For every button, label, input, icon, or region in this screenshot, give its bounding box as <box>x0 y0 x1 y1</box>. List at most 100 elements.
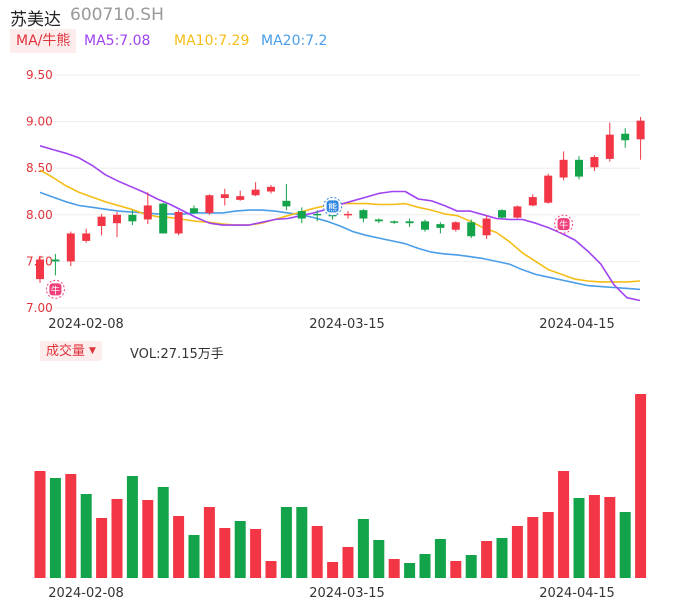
badge-label: 牛 <box>559 219 568 231</box>
candle <box>113 212 121 238</box>
candle-body <box>282 200 291 207</box>
candle <box>236 190 245 201</box>
candle-body <box>421 221 429 230</box>
volume-bar <box>373 540 385 578</box>
volume-bar <box>142 500 154 578</box>
volume-bar <box>588 495 600 578</box>
stock-name: 苏美达 <box>10 10 61 30</box>
candle <box>405 218 414 227</box>
candle-body <box>390 221 399 223</box>
price-chart[interactable]: 9.509.008.508.007.507.00牛熊牛2024-02-08202… <box>0 0 686 335</box>
badge-body <box>557 218 570 231</box>
candle-body <box>559 159 568 178</box>
volume-bar <box>296 507 308 578</box>
volume-bar <box>327 562 339 578</box>
candle <box>467 219 476 239</box>
candle-body <box>359 210 368 219</box>
candle-body <box>575 159 583 177</box>
candle-body <box>328 214 337 217</box>
badge-body <box>49 283 62 296</box>
x-tick-label: 2024-04-15 <box>539 317 615 332</box>
caret-down-icon: ▼ <box>89 346 96 356</box>
volume-bar <box>342 547 354 578</box>
candle <box>605 122 614 162</box>
volume-bar <box>573 498 585 578</box>
volume-bar <box>203 507 215 578</box>
volume-bar <box>496 538 508 578</box>
volume-bar <box>511 526 523 578</box>
candle-body <box>205 195 214 213</box>
ma5-label: MA5:7.08 <box>84 33 151 49</box>
volume-bar <box>80 494 92 578</box>
candle-body <box>51 259 60 262</box>
stock-code: 600710.SH <box>70 5 164 25</box>
volume-bar <box>265 561 277 578</box>
candle <box>205 194 214 215</box>
candle <box>143 192 152 225</box>
candle-body <box>128 214 137 222</box>
candle <box>513 205 522 219</box>
bull-badge-icon: 牛 <box>45 279 65 299</box>
candle <box>97 213 106 236</box>
ma-indicator-button[interactable]: MA/牛熊 <box>10 29 77 53</box>
y-tick-label: 7.00 <box>26 301 53 315</box>
candle-body <box>374 219 383 222</box>
bull-badge-icon: 牛 <box>554 214 574 234</box>
candle <box>82 228 91 243</box>
volume-bar <box>65 474 77 578</box>
volume-bar <box>157 487 169 578</box>
candle-body <box>220 194 229 199</box>
x-tick-label: 2024-02-08 <box>48 586 124 601</box>
candle <box>344 211 352 219</box>
volume-bar <box>96 518 108 578</box>
candle-body <box>113 214 121 224</box>
x-tick-label: 2024-02-08 <box>48 317 124 332</box>
candle <box>528 194 537 207</box>
x-tick-label: 2024-04-15 <box>539 586 615 601</box>
candle-body <box>344 213 352 216</box>
badge-body <box>326 200 339 213</box>
candle-body <box>174 212 183 234</box>
candle <box>36 255 44 283</box>
volume-chart[interactable]: 2024-02-08 2024-03-15 2024-04-15 <box>0 360 686 606</box>
candle <box>575 156 583 180</box>
candle <box>374 218 383 224</box>
candle <box>128 210 137 226</box>
candle <box>451 221 460 232</box>
volume-bar <box>311 526 323 578</box>
candle-body <box>405 221 414 224</box>
candle <box>359 209 368 223</box>
volume-bar <box>450 561 462 578</box>
candle <box>251 182 260 197</box>
candle-body <box>251 189 260 196</box>
candle <box>313 210 322 222</box>
candle-body <box>467 222 476 237</box>
ma20-label: MA20:7.2 <box>261 33 328 49</box>
candle <box>621 128 630 148</box>
volume-bar <box>419 554 431 578</box>
candle-body <box>436 224 445 228</box>
candle-body <box>513 206 522 218</box>
candle <box>220 188 229 206</box>
y-tick-label: 8.50 <box>26 161 53 175</box>
volume-indicator-button[interactable]: 成交量 ▼ <box>40 341 102 361</box>
candle-body <box>605 134 614 159</box>
volume-bar <box>219 528 231 578</box>
volume-bar <box>280 507 292 578</box>
candle <box>174 210 183 236</box>
candle-body <box>82 233 91 241</box>
candle <box>544 173 553 204</box>
candle-body <box>528 197 537 206</box>
volume-bar <box>527 517 539 578</box>
candle-body <box>621 133 630 141</box>
candle <box>297 207 306 224</box>
candle <box>590 155 599 171</box>
candle <box>66 231 75 267</box>
ma10-label: MA10:7.29 <box>174 33 250 49</box>
bear-badge-icon: 熊 <box>323 196 343 216</box>
candle-body <box>482 218 491 236</box>
volume-bar <box>173 516 185 578</box>
y-tick-label: 8.00 <box>26 208 53 222</box>
badge-label: 牛 <box>51 284 60 296</box>
volume-bar <box>619 512 631 578</box>
